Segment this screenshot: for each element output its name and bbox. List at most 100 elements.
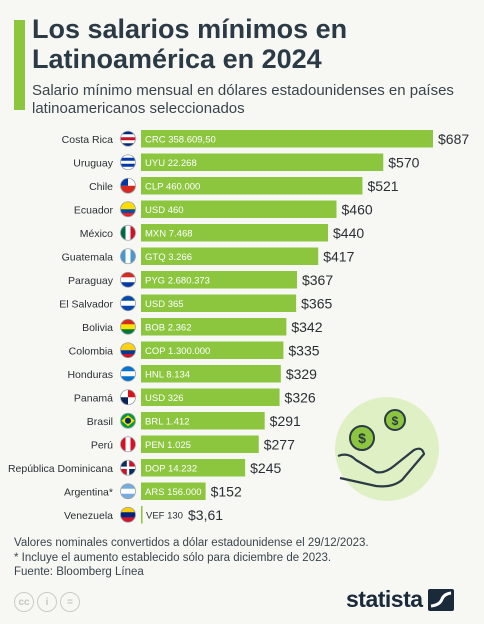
category-label: Ecuador xyxy=(74,204,114,216)
flag-outline xyxy=(120,201,136,218)
flag-outline xyxy=(120,412,136,429)
bar xyxy=(141,318,287,336)
mexico-flag xyxy=(120,225,136,241)
local-currency-label: COP 1.300.000 xyxy=(145,346,210,357)
category-label: Honduras xyxy=(67,369,113,381)
flag-outline xyxy=(120,271,136,288)
value-label: $570 xyxy=(388,154,419,170)
flag-outline xyxy=(120,365,136,382)
cc-icon[interactable]: cc xyxy=(14,592,34,612)
bar xyxy=(141,130,433,148)
local-currency-label: USD 365 xyxy=(145,299,184,310)
statista-mark-icon xyxy=(427,588,454,611)
local-currency-label: BRL 1.412 xyxy=(145,416,190,427)
argentina-flag xyxy=(120,483,136,499)
flag-outline xyxy=(120,177,136,194)
local-currency-label: DOP 14.232 xyxy=(145,463,197,474)
category-label: Guatemala xyxy=(62,251,114,263)
category-label: Paraguay xyxy=(68,275,114,287)
value-label: $291 xyxy=(270,413,301,429)
value-label: $3,61 xyxy=(188,507,223,523)
chart-notes: Valores nominales convertidos a dólar es… xyxy=(14,536,474,580)
flag-outline xyxy=(120,342,136,359)
value-label: $326 xyxy=(285,389,316,405)
nd-icon[interactable]: = xyxy=(60,592,80,612)
flag-outline xyxy=(120,130,136,147)
category-label: Argentina* xyxy=(64,486,113,498)
brand-name: statista xyxy=(346,586,423,612)
bar xyxy=(141,506,143,524)
bar xyxy=(141,482,206,500)
category-label: Perú xyxy=(91,439,113,451)
bar xyxy=(141,200,337,218)
svg-text:$: $ xyxy=(392,414,399,428)
svg-text:$: $ xyxy=(358,430,366,446)
license-icons: cc i = xyxy=(14,592,80,612)
category-label: El Salvador xyxy=(59,298,113,310)
chart-subtitle: Salario mínimo mensual en dólares estado… xyxy=(32,82,454,117)
bar xyxy=(141,412,265,430)
local-currency-label: VEF 130 xyxy=(146,510,183,521)
local-currency-label: BOB 2.362 xyxy=(145,322,191,333)
value-label: $440 xyxy=(333,225,364,241)
local-currency-label: HNL 8.134 xyxy=(145,369,190,380)
value-label: $460 xyxy=(342,201,373,217)
paraguay-flag xyxy=(120,272,136,288)
category-label: Brasil xyxy=(87,416,113,428)
flag-outline xyxy=(120,436,136,453)
venezuela-flag xyxy=(120,507,136,523)
value-label: $335 xyxy=(288,342,319,358)
local-currency-label: USD 460 xyxy=(145,205,184,216)
local-currency-label: CLP 460.000 xyxy=(145,181,200,192)
value-label: $277 xyxy=(264,436,295,452)
value-label: $329 xyxy=(286,366,317,382)
local-currency-label: MXN 7.468 xyxy=(145,228,193,239)
local-currency-label: ARS 156.000 xyxy=(145,487,202,498)
value-label: $687 xyxy=(438,131,469,147)
chart-title: Los salarios mínimos en Latinoamérica en… xyxy=(32,14,348,74)
bar xyxy=(141,177,363,195)
value-label: $521 xyxy=(367,178,398,194)
by-icon[interactable]: i xyxy=(37,592,57,612)
local-currency-label: USD 326 xyxy=(145,393,184,404)
bar xyxy=(141,294,297,312)
bar xyxy=(141,435,259,453)
flag-outline xyxy=(120,459,136,476)
flag-outline xyxy=(120,295,136,312)
flag-outline xyxy=(120,224,136,241)
bar xyxy=(141,388,280,406)
local-currency-label: CRC 358.609,50 xyxy=(145,134,216,145)
el-salvador-flag xyxy=(120,295,136,311)
bar xyxy=(141,153,384,171)
flag-outline xyxy=(120,506,136,523)
brasil-flag xyxy=(120,413,136,429)
colombia-flag xyxy=(120,342,136,358)
flag-outline xyxy=(120,318,136,335)
money-hand-icon: $ $ xyxy=(335,397,439,501)
category-label: Colombia xyxy=(69,345,114,357)
value-label: $152 xyxy=(211,483,242,499)
note-conversion: Valores nominales convertidos a dólar es… xyxy=(14,537,369,549)
flag-outline xyxy=(120,154,136,171)
value-label: $365 xyxy=(301,295,332,311)
category-label: Uruguay xyxy=(73,157,113,169)
dominicana-flag xyxy=(120,460,136,476)
peru-flag xyxy=(120,436,136,452)
category-label: Venezuela xyxy=(64,510,113,522)
bar xyxy=(141,459,246,477)
value-label: $245 xyxy=(250,460,281,476)
guatemala-flag xyxy=(120,248,136,264)
category-label: Bolivia xyxy=(82,322,113,334)
note-source: Fuente: Bloomberg Línea xyxy=(14,566,144,578)
category-label: Panamá xyxy=(74,392,113,404)
uruguay-flag xyxy=(120,154,136,170)
statista-logo[interactable]: statista xyxy=(346,586,454,613)
bar xyxy=(141,224,329,242)
bar xyxy=(141,365,281,383)
category-label: México xyxy=(80,228,113,240)
local-currency-label: PEN 1.025 xyxy=(145,440,191,451)
value-label: $417 xyxy=(323,248,354,264)
chile-flag xyxy=(120,178,136,194)
bar-chart: Costa Rica CRC 358.609,50 $687 Uruguay UYU 2… xyxy=(8,130,469,524)
costa-rica-flag xyxy=(120,131,136,147)
